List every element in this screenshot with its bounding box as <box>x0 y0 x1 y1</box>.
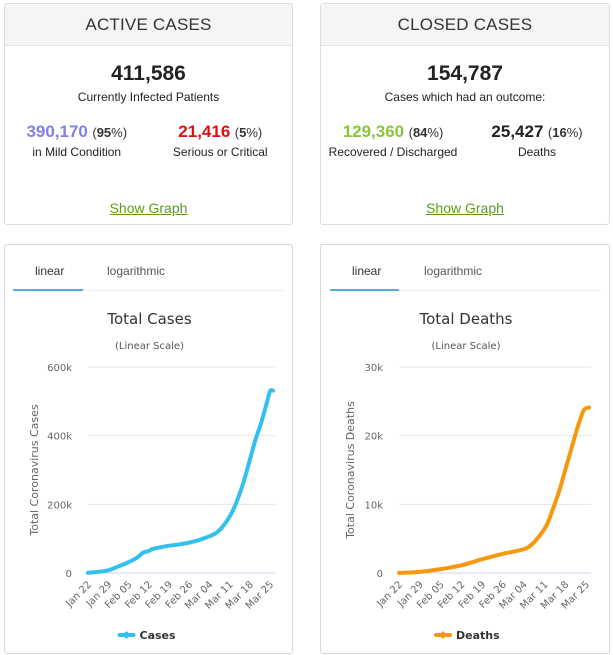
total-deaths-chart: Total Deaths (Linear Scale) 0 10k 20k 30k Tota… <box>344 310 592 642</box>
y-tick-label: 30k <box>364 363 383 374</box>
series-line-cases <box>86 388 275 575</box>
mild-percent: (95%) <box>92 125 128 140</box>
tab-logarithmic[interactable]: logarithmic <box>107 264 166 278</box>
active-tab-indicator <box>13 289 83 291</box>
tab-linear[interactable]: linear <box>352 264 382 278</box>
recovered-value: 129,360 <box>342 122 405 141</box>
closed-cases-panel: CLOSED CASES 154,787 Cases which had an … <box>320 3 610 225</box>
recovered-percent: (84%) <box>408 125 444 140</box>
legend-label: Cases <box>140 629 177 642</box>
total-deaths-chart-panel: linear logarithmic Total Deaths (Linear S… <box>320 244 610 654</box>
active-cases-panel: ACTIVE CASES 411,586 Currently Infected … <box>4 3 293 225</box>
recovered-stat: 129,360 (84%) Recovered / Discharged <box>321 122 465 159</box>
recovered-label: Recovered / Discharged <box>328 145 458 159</box>
deaths-stat: 25,427 (16%) Deaths <box>465 122 609 159</box>
serious-condition-stat: 21,416 (5%) Serious or Critical <box>149 122 293 159</box>
chart-title: Total Deaths <box>419 310 513 328</box>
active-cases-total: 411,586 <box>111 62 186 85</box>
y-axis-label: Total Coronavirus Cases <box>28 404 41 537</box>
serious-percent: (5%) <box>234 125 263 140</box>
deaths-label: Deaths <box>517 145 557 159</box>
chart-title: Total Cases <box>106 310 192 328</box>
y-tick-label: 600k <box>47 363 72 374</box>
chart-subtitle: (Linear Scale) <box>115 341 184 352</box>
active-cases-total-label: Currently Infected Patients <box>77 90 220 104</box>
y-tick-label: 0 <box>66 569 72 580</box>
y-tick-label: 400k <box>47 432 72 443</box>
chart-subtitle: (Linear Scale) <box>432 341 501 352</box>
tab-linear[interactable]: linear <box>35 264 65 278</box>
closed-show-graph-link[interactable]: Show Graph <box>426 200 504 216</box>
serious-value: 21,416 <box>178 122 231 141</box>
total-cases-chart-panel: linear logarithmic Total Cases (Linear Sc… <box>4 244 293 654</box>
legend-marker-icon <box>439 631 447 639</box>
active-tab-indicator <box>330 289 399 291</box>
active-cases-title: ACTIVE CASES <box>5 4 292 46</box>
closed-cases-total-label: Cases which had an outcome: <box>384 90 546 104</box>
y-tick-label: 10k <box>364 500 383 511</box>
y-tick-label: 20k <box>364 432 383 443</box>
y-axis-label: Total Coronavirus Deaths <box>344 401 357 540</box>
deaths-scale-tabs: linear logarithmic <box>329 245 601 291</box>
serious-label: Serious or Critical <box>172 145 268 159</box>
mild-label: in Mild Condition <box>32 145 122 159</box>
total-cases-chart: Total Cases (Linear Scale) 0 200k 400k 600k To… <box>28 310 276 642</box>
y-tick-label: 0 <box>377 569 383 580</box>
series-line-deaths <box>397 405 591 575</box>
closed-cases-total: 154,787 <box>427 62 503 85</box>
mild-value: 390,170 <box>26 122 88 141</box>
tab-logarithmic[interactable]: logarithmic <box>424 264 483 278</box>
closed-cases-title: CLOSED CASES <box>321 4 609 46</box>
cases-scale-tabs: linear logarithmic <box>13 245 284 291</box>
deaths-value: 25,427 <box>491 122 544 141</box>
y-tick-label: 200k <box>47 500 72 511</box>
mild-condition-stat: 390,170 (95%) in Mild Condition <box>5 122 149 159</box>
legend-marker-icon <box>122 631 131 639</box>
active-show-graph-link[interactable]: Show Graph <box>109 200 188 216</box>
deaths-percent: (16%) <box>547 125 583 140</box>
legend-label: Deaths <box>456 629 500 642</box>
